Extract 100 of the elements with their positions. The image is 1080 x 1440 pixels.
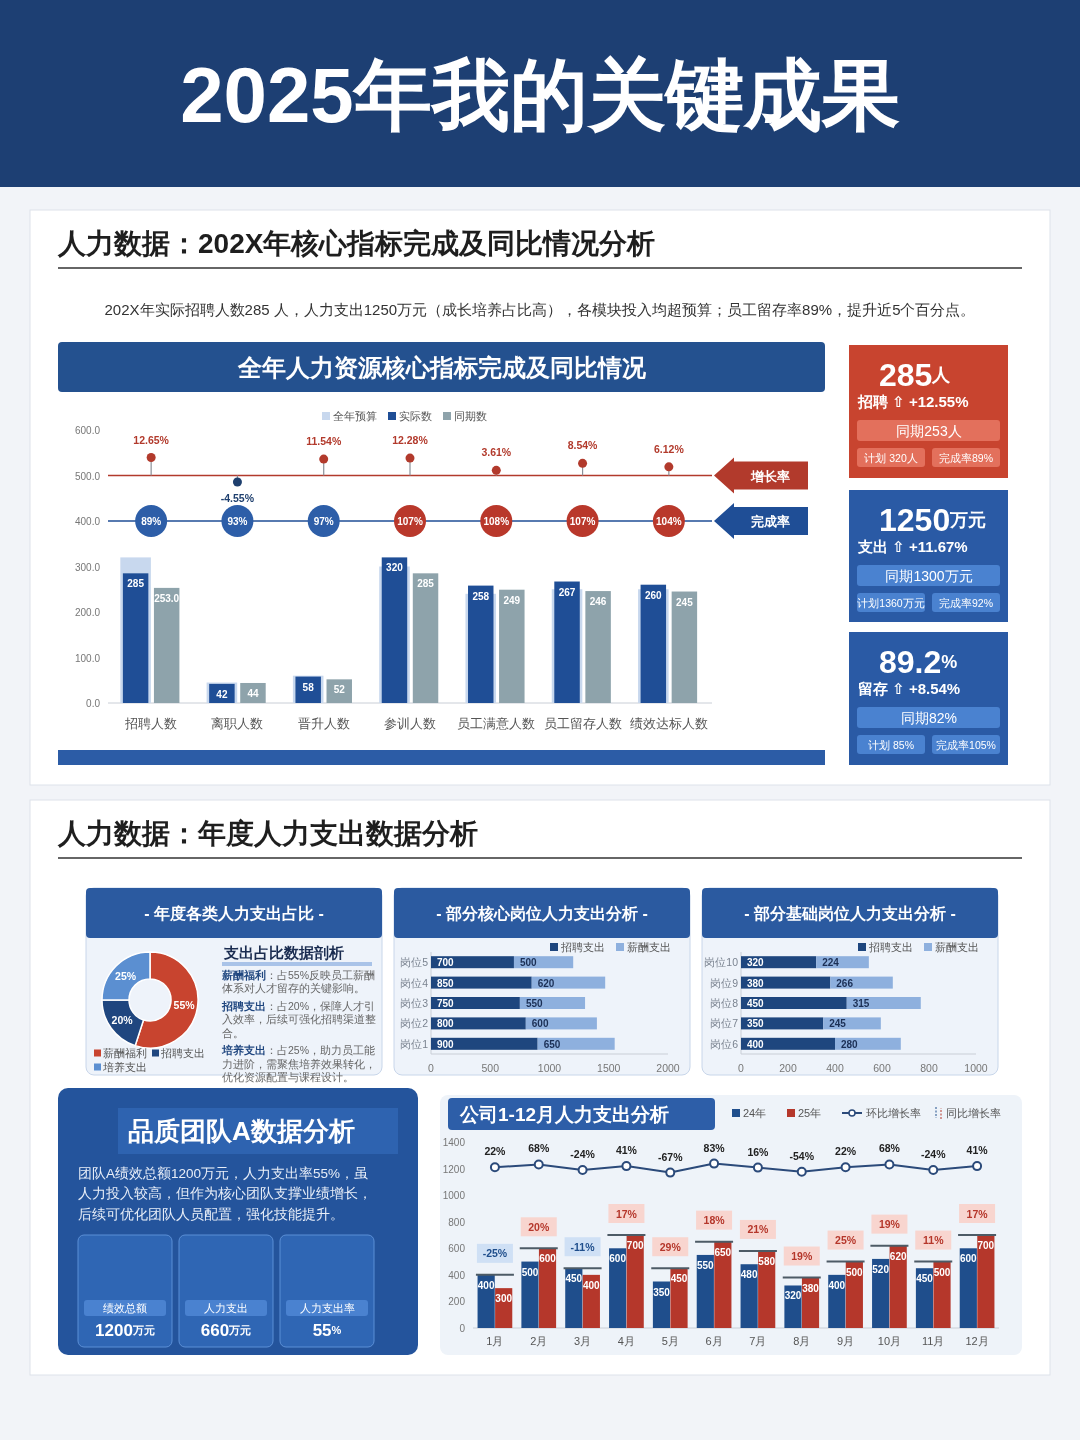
point xyxy=(928,1165,939,1176)
x-tick-label: 12月 xyxy=(965,1335,989,1347)
text: 同比增长率 xyxy=(946,1107,1001,1119)
data-label: 68% xyxy=(528,1142,550,1155)
annotation: 93% xyxy=(227,515,248,527)
annotation: 97% xyxy=(313,515,334,527)
point xyxy=(884,1159,895,1170)
bar xyxy=(381,557,408,703)
x-tick-label: 800 xyxy=(920,1062,938,1074)
bar xyxy=(153,587,180,703)
data-label: 550 xyxy=(696,1259,715,1271)
text: 培养支出：占25%，助力员工能力进阶，需聚焦培养效果转化，优化资源配置与课程设计。 xyxy=(222,1044,377,1085)
data-label: 3.61% xyxy=(481,446,512,459)
text: 团队A绩效总额1200万元，人力支出率55%，虽人力投入较高，但作为核心团队支撑业绩增长，后续可优化团队人员配置，强化技能提升。 xyxy=(78,1165,373,1224)
data-label: 16% xyxy=(747,1145,770,1158)
annotation: 108% xyxy=(483,515,510,527)
data-label: -67% xyxy=(657,1150,684,1163)
legend-label: 培养支出 xyxy=(102,1061,147,1073)
bar xyxy=(977,1235,995,1328)
legend-label: 环比增长率 xyxy=(866,1107,921,1119)
data-label: 550 xyxy=(525,997,543,1009)
text: 绩效总额 xyxy=(103,1302,147,1314)
text: 人力支出率 xyxy=(299,1302,355,1314)
annotation: 19% xyxy=(878,1218,901,1231)
text: 2025年我的关键成果 xyxy=(180,51,900,139)
annotation: 107% xyxy=(569,515,596,527)
y-tick-label: 1000 xyxy=(442,1189,466,1201)
text: 人力数据：年度人力支出数据分析 xyxy=(57,817,478,849)
x-tick-label: 9月 xyxy=(837,1335,855,1347)
bar xyxy=(933,1261,951,1328)
data-label: 500 xyxy=(519,956,538,968)
bar xyxy=(431,1017,526,1030)
y-tick-label: 0.0 xyxy=(86,697,101,709)
bar xyxy=(431,956,514,969)
data-label: 258 xyxy=(472,590,490,602)
x-tick-label: 10月 xyxy=(877,1335,902,1347)
data-label: 52 xyxy=(333,683,346,695)
x-tick-label: 1000 xyxy=(964,1062,988,1074)
ref-line-label: 完成率 xyxy=(750,513,790,529)
data-label: 68% xyxy=(878,1142,901,1155)
text: 薪酬福利：占55%反映员工薪酬体系对人才留存的关键影响。 xyxy=(222,969,376,996)
data-label: 700 xyxy=(437,956,455,968)
data-label: 450 xyxy=(747,997,765,1009)
y-tick-label: 岗位7 xyxy=(710,1017,739,1030)
data-label: 83% xyxy=(703,1141,726,1154)
y-tick-label: 200.0 xyxy=(74,606,101,618)
data-label: 750 xyxy=(437,997,455,1009)
ref-line-label: 增长率 xyxy=(749,468,790,483)
legend-label: 24年 xyxy=(743,1107,767,1119)
y-tick-label: 岗位2 xyxy=(400,1017,429,1030)
annotation: 20% xyxy=(528,1220,550,1233)
point xyxy=(752,1162,763,1173)
legend-label: 招聘支出 xyxy=(160,1047,205,1059)
annotation: 25% xyxy=(835,1234,857,1247)
x-tick-label: 参训人数 xyxy=(384,715,436,731)
bar xyxy=(696,1254,714,1328)
data-label: 12.65% xyxy=(133,433,170,446)
data-label: 900 xyxy=(437,1038,455,1050)
x-tick-label: 晋升人数 xyxy=(297,715,350,731)
legend-label: 招聘支出 xyxy=(560,941,605,953)
text: 招聘 ⇧ +12.55% xyxy=(857,392,969,410)
text: 660万元 xyxy=(200,1320,252,1340)
data-label: 400 xyxy=(477,1279,495,1291)
y-tick-label: 岗位5 xyxy=(400,956,429,969)
data-label: 42 xyxy=(216,688,228,700)
data-label: 620 xyxy=(537,977,555,989)
x-tick-label: 3月 xyxy=(574,1335,592,1347)
x-tick-label: 招聘人数 xyxy=(124,715,178,731)
data-label: 650 xyxy=(543,1038,561,1050)
point xyxy=(796,1166,807,1177)
bar xyxy=(431,976,532,989)
chart-title: - 部分基础岗位人力支出分析 - xyxy=(744,904,956,922)
text: 同期253人 xyxy=(896,423,962,439)
bar xyxy=(741,997,847,1009)
legend-label: 实际数 xyxy=(399,410,432,422)
y-tick-label: 400.0 xyxy=(74,515,101,527)
data-label: 620 xyxy=(889,1250,907,1262)
x-tick-label: 1500 xyxy=(597,1062,621,1074)
data-label: 500 xyxy=(846,1266,864,1278)
data-label: 350 xyxy=(747,1017,765,1029)
bar xyxy=(609,1248,627,1328)
data-label: 253.0 xyxy=(154,592,180,604)
data-label: 650 xyxy=(714,1246,732,1258)
chart-title: 全年人力资源核心指标完成及同比情况 xyxy=(236,353,647,381)
data-label: 500 xyxy=(933,1266,951,1278)
x-tick-label: 1000 xyxy=(537,1062,562,1074)
annotation: 104% xyxy=(656,515,682,527)
text: 品质团队A数据分析 xyxy=(128,1116,355,1146)
data-label: 450 xyxy=(565,1272,583,1284)
text: 计划1360万元 xyxy=(857,597,925,609)
data-label: 246 xyxy=(589,595,607,607)
y-tick-label: 0 xyxy=(459,1322,466,1334)
legend-label: 薪酬支出 xyxy=(935,941,979,953)
y-tick-label: 500.0 xyxy=(74,470,101,481)
x-tick-label: 600 xyxy=(873,1062,891,1074)
y-tick-label: 600.0 xyxy=(74,424,101,436)
bar xyxy=(640,584,667,703)
text: 55% xyxy=(312,1320,342,1340)
point xyxy=(533,1159,544,1170)
data-label: 380 xyxy=(747,977,765,989)
